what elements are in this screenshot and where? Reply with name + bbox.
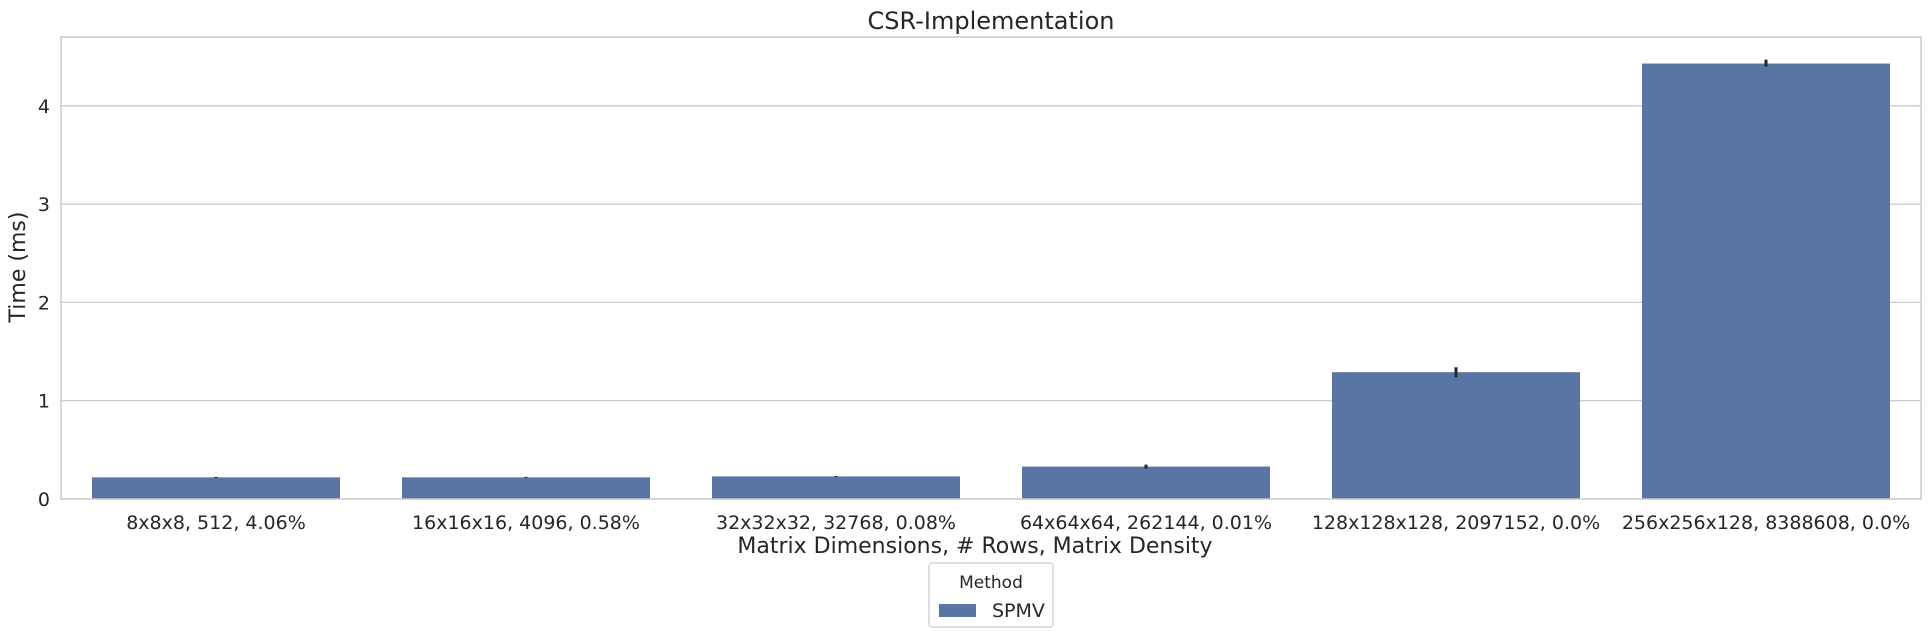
bar-spmv — [1022, 466, 1270, 499]
chart-title: CSR-Implementation — [868, 7, 1115, 35]
x-tick-label: 32x32x32, 32768, 0.08% — [716, 512, 956, 534]
y-tick-label: 3 — [38, 194, 50, 216]
plot-frame — [60, 36, 1922, 500]
legend-swatch-spmv — [939, 604, 976, 617]
bar-spmv — [1642, 63, 1890, 499]
x-tick-label: 128x128x128, 2097152, 0.0% — [1312, 512, 1600, 534]
x-axis-title: Matrix Dimensions, # Rows, Matrix Densit… — [737, 534, 1212, 559]
y-tick-label: 2 — [38, 292, 50, 314]
legend-title: Method — [959, 573, 1023, 593]
x-tick-label: 16x16x16, 4096, 0.58% — [412, 512, 640, 534]
x-tick-label: 8x8x8, 512, 4.06% — [126, 512, 306, 534]
legend-label-spmv: SPMV — [992, 600, 1045, 622]
x-tick-labels: 8x8x8, 512, 4.06% 16x16x16, 4096, 0.58% 32… — [126, 512, 1910, 534]
bar-spmv — [712, 476, 960, 499]
bar-spmv — [92, 477, 340, 499]
y-tick-label: 0 — [38, 489, 50, 511]
y-tick-label: 1 — [38, 391, 50, 413]
legend: Method SPMV — [928, 562, 1054, 628]
bar-spmv — [402, 477, 650, 499]
y-tick-labels: 0 1 2 3 4 — [38, 96, 50, 511]
error-bars — [214, 59, 1768, 478]
y-tick-label: 4 — [38, 96, 50, 118]
bars — [92, 63, 1890, 499]
y-axis-title: Time (ms) — [6, 212, 31, 324]
x-tick-label: 64x64x64, 262144, 0.01% — [1020, 512, 1272, 534]
bar-spmv — [1332, 372, 1580, 499]
x-tick-label: 256x256x128, 8388608, 0.0% — [1622, 512, 1910, 534]
